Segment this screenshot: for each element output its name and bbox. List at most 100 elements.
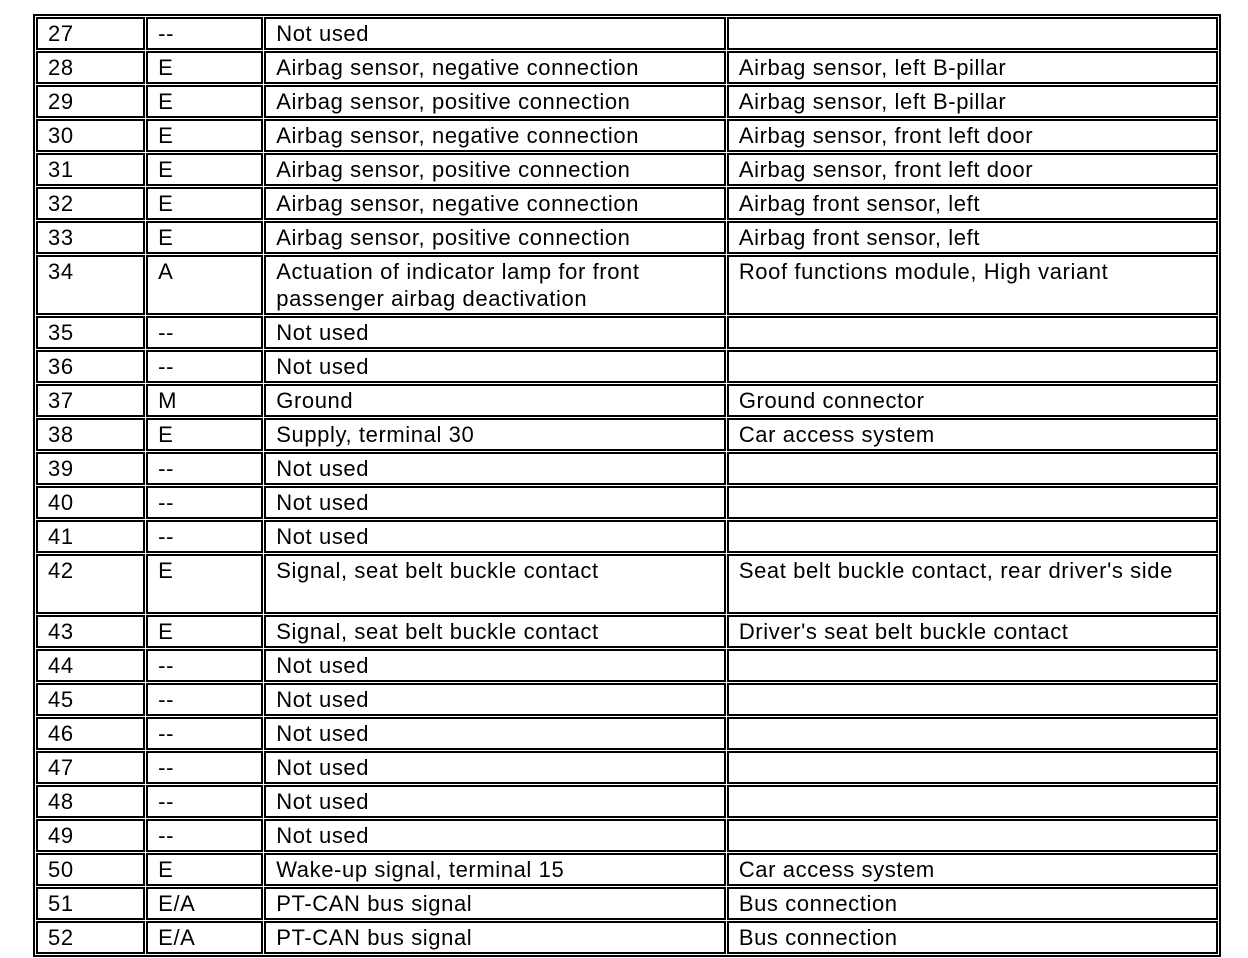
table-row: 42 E Signal, seat belt buckle contact Seat … [36, 554, 1218, 614]
pin-type-cell: E [146, 153, 264, 186]
pin-number-cell: 44 [36, 649, 146, 682]
pin-type-cell: E [146, 187, 264, 220]
pin-type-cell: -- [146, 751, 264, 784]
table-row: 30 E Airbag sensor, negative connection Air… [36, 119, 1218, 152]
pin-description-cell: Airbag sensor, positive connection [264, 85, 726, 118]
table-row: 29 E Airbag sensor, positive connection Air… [36, 85, 1218, 118]
pin-number-cell: 49 [36, 819, 146, 852]
pin-component-cell: Roof functions module, High variant [726, 255, 1218, 315]
pin-type-cell: -- [146, 17, 264, 50]
table-row: 51 E/A PT-CAN bus signal Bus connection [36, 887, 1218, 920]
table-row: 27 -- Not used [36, 17, 1218, 50]
table-row: 45 -- Not used [36, 683, 1218, 716]
pin-type-cell: -- [146, 717, 264, 750]
pin-number-cell: 37 [36, 384, 146, 417]
pin-type-cell: E [146, 221, 264, 254]
pin-type-cell: A [146, 255, 264, 315]
pin-assignment-table: 27 -- Not used 28 E Airbag sensor, negative c… [33, 14, 1221, 957]
table-row: 35 -- Not used [36, 316, 1218, 349]
table-row: 33 E Airbag sensor, positive connection Air… [36, 221, 1218, 254]
table-row: 43 E Signal, seat belt buckle contact Drive… [36, 615, 1218, 648]
pin-number-cell: 30 [36, 119, 146, 152]
pin-number-cell: 42 [36, 554, 146, 614]
pin-description-cell: Airbag sensor, negative connection [264, 119, 726, 152]
pin-type-cell: -- [146, 452, 264, 485]
pin-description-cell: Ground [264, 384, 726, 417]
pin-description-cell: Not used [264, 649, 726, 682]
pin-component-cell: Airbag sensor, left B-pillar [726, 85, 1218, 118]
pin-number-cell: 45 [36, 683, 146, 716]
pin-component-cell [726, 316, 1218, 349]
pin-component-cell: Bus connection [726, 887, 1218, 920]
pin-description-cell: Not used [264, 17, 726, 50]
table-row: 34 A Actuation of indicator lamp for front… [36, 255, 1218, 315]
pin-type-cell: E [146, 615, 264, 648]
pin-number-cell: 29 [36, 85, 146, 118]
pin-description-cell: Actuation of indicator lamp for front pa… [264, 255, 726, 315]
pin-description-cell: Airbag sensor, positive connection [264, 221, 726, 254]
pin-number-cell: 43 [36, 615, 146, 648]
pin-component-cell [726, 683, 1218, 716]
pin-component-cell [726, 785, 1218, 818]
pin-number-cell: 31 [36, 153, 146, 186]
pin-type-cell: E [146, 119, 264, 152]
pin-component-cell: Driver's seat belt buckle contact [726, 615, 1218, 648]
pin-component-cell: Airbag sensor, front left door [726, 119, 1218, 152]
pin-table-body: 27 -- Not used 28 E Airbag sensor, negative c… [36, 17, 1218, 954]
pin-description-cell: Not used [264, 452, 726, 485]
table-row: 49 -- Not used [36, 819, 1218, 852]
pin-component-cell: Ground connector [726, 384, 1218, 417]
pin-component-cell: Seat belt buckle contact, rear driver's … [726, 554, 1218, 614]
pin-description-cell: Not used [264, 520, 726, 553]
pin-number-cell: 46 [36, 717, 146, 750]
pin-component-cell [726, 751, 1218, 784]
pin-number-cell: 27 [36, 17, 146, 50]
pin-type-cell: -- [146, 350, 264, 383]
pin-component-cell [726, 486, 1218, 519]
pin-number-cell: 35 [36, 316, 146, 349]
pin-description-cell: PT-CAN bus signal [264, 887, 726, 920]
table-row: 46 -- Not used [36, 717, 1218, 750]
pin-type-cell: E [146, 418, 264, 451]
pin-description-cell: Airbag sensor, positive connection [264, 153, 726, 186]
pin-component-cell [726, 649, 1218, 682]
pin-description-cell: Not used [264, 486, 726, 519]
pin-type-cell: E [146, 51, 264, 84]
pin-type-cell: -- [146, 649, 264, 682]
pin-component-cell: Car access system [726, 853, 1218, 886]
pin-type-cell: -- [146, 486, 264, 519]
table-row: 40 -- Not used [36, 486, 1218, 519]
pin-number-cell: 32 [36, 187, 146, 220]
pin-number-cell: 40 [36, 486, 146, 519]
table-row: 48 -- Not used [36, 785, 1218, 818]
pin-component-cell [726, 350, 1218, 383]
pin-type-cell: -- [146, 785, 264, 818]
pin-number-cell: 41 [36, 520, 146, 553]
pin-number-cell: 36 [36, 350, 146, 383]
table-row: 28 E Airbag sensor, negative connection Air… [36, 51, 1218, 84]
pin-description-cell: Not used [264, 683, 726, 716]
pin-number-cell: 34 [36, 255, 146, 315]
pin-component-cell [726, 717, 1218, 750]
pin-component-cell: Airbag sensor, left B-pillar [726, 51, 1218, 84]
pin-description-cell: Airbag sensor, negative connection [264, 187, 726, 220]
pin-type-cell: E [146, 554, 264, 614]
table-row: 37 M Ground Ground connector [36, 384, 1218, 417]
pin-type-cell: -- [146, 683, 264, 716]
pin-description-cell: Signal, seat belt buckle contact [264, 554, 726, 614]
table-row: 36 -- Not used [36, 350, 1218, 383]
pin-type-cell: E/A [146, 887, 264, 920]
pin-component-cell: Airbag front sensor, left [726, 187, 1218, 220]
pin-number-cell: 33 [36, 221, 146, 254]
pin-number-cell: 39 [36, 452, 146, 485]
pin-type-cell: -- [146, 819, 264, 852]
table-row: 39 -- Not used [36, 452, 1218, 485]
pin-number-cell: 52 [36, 921, 146, 954]
table-row: 44 -- Not used [36, 649, 1218, 682]
pin-description-cell: Not used [264, 350, 726, 383]
pin-component-cell [726, 452, 1218, 485]
pin-component-cell: Car access system [726, 418, 1218, 451]
pin-number-cell: 48 [36, 785, 146, 818]
table-row: 31 E Airbag sensor, positive connection Air… [36, 153, 1218, 186]
